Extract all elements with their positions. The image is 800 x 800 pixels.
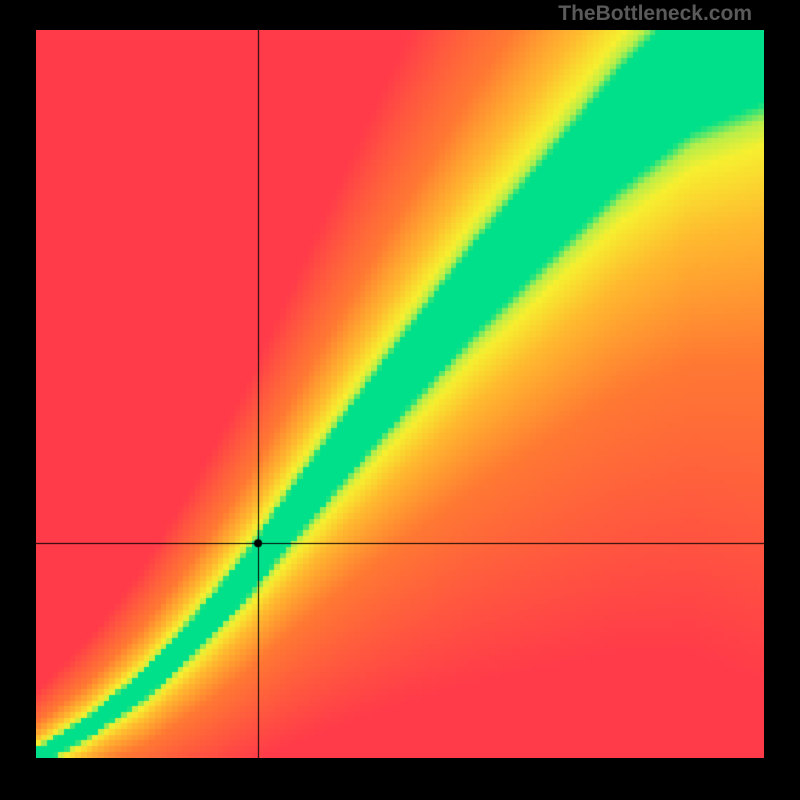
heatmap-canvas	[36, 30, 764, 758]
chart-container: TheBottleneck.com	[0, 0, 800, 800]
heatmap-plot	[36, 30, 764, 758]
watermark-text: TheBottleneck.com	[558, 2, 752, 26]
